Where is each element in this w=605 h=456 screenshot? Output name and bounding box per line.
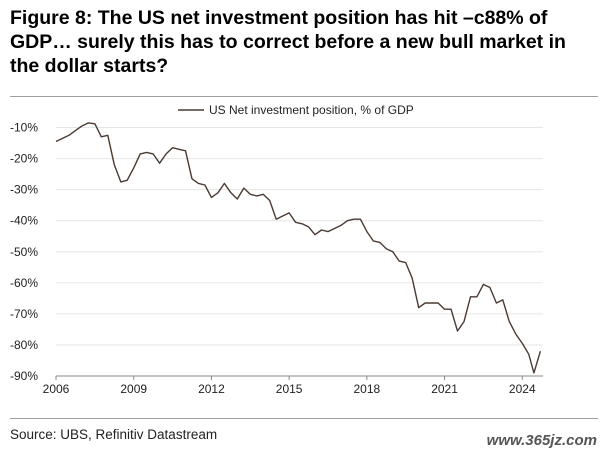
line-chart: -10% -20% -30% -40% -50% -60% -70% -80% -90% 200… [10, 103, 543, 396]
bottom-divider [10, 418, 598, 419]
x-axis-ticks [55, 376, 523, 380]
y-tick-label: -80% [10, 338, 38, 352]
grid-lines [56, 127, 543, 346]
y-tick-label: -60% [10, 276, 38, 290]
watermark: www.365jz.com [486, 432, 597, 449]
x-tick-label: 2018 [353, 382, 380, 396]
y-tick-label: -90% [10, 369, 38, 383]
figure-title: Figure 8: The US net investment position… [10, 7, 566, 77]
y-tick-label: -20% [10, 152, 38, 166]
y-tick-label: -50% [10, 245, 38, 259]
x-tick-label: 2015 [276, 382, 303, 396]
y-tick-label: -30% [10, 183, 38, 197]
y-axis-tick-labels: -10% -20% -30% -40% -50% -60% -70% -80% -90% [10, 121, 38, 383]
x-tick-label: 2006 [43, 382, 70, 396]
legend-label: US Net investment position, % of GDP [209, 103, 414, 117]
source-note: Source: UBS, Refinitiv Datastream [10, 427, 218, 442]
x-tick-label: 2009 [120, 382, 147, 396]
x-axis-tick-labels: 2006 2009 2012 2015 2018 2021 2024 [43, 382, 536, 396]
y-tick-label: -70% [10, 307, 38, 321]
y-tick-label: -40% [10, 214, 38, 228]
x-tick-label: 2012 [198, 382, 225, 396]
x-tick-label: 2021 [431, 382, 458, 396]
y-tick-label: -10% [10, 121, 38, 135]
series-line [55, 122, 542, 374]
legend: US Net investment position, % of GDP [178, 103, 414, 117]
top-divider [10, 96, 598, 97]
series-layer [55, 122, 542, 374]
x-tick-label: 2024 [509, 382, 536, 396]
